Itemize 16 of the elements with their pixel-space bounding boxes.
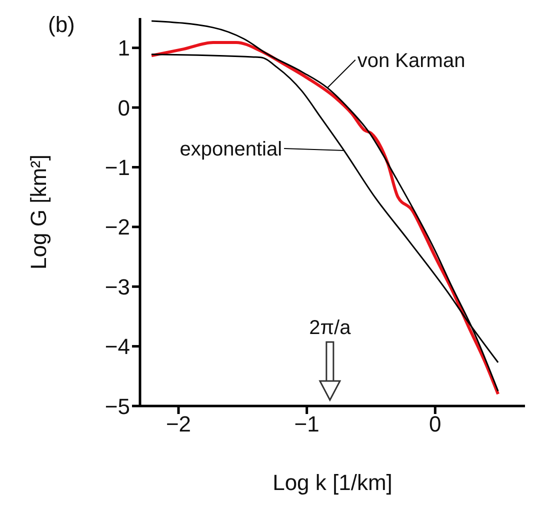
annotation: 2π/a	[309, 317, 352, 340]
y-axis-title: Log G [km²]	[26, 154, 51, 270]
legend-label: von Karman	[357, 50, 466, 72]
text: exponential	[180, 138, 282, 161]
y-tick-label: −4	[104, 334, 130, 360]
y-tick-label: −2	[104, 214, 130, 240]
y-tick-label: 0	[118, 95, 130, 120]
y-tick-label: −5	[104, 394, 130, 419]
chart-title: (b)	[48, 12, 75, 38]
y-tick-label: −3	[104, 274, 130, 300]
x-tick-label: −2	[166, 412, 192, 437]
y-tick-label: 1	[118, 36, 130, 61]
x-tick-label: −1	[294, 412, 320, 437]
x-axis-title: Log k [1/km]	[272, 470, 392, 495]
x-tick-label: 0	[429, 412, 442, 437]
y-tick-label: −1	[104, 155, 130, 180]
